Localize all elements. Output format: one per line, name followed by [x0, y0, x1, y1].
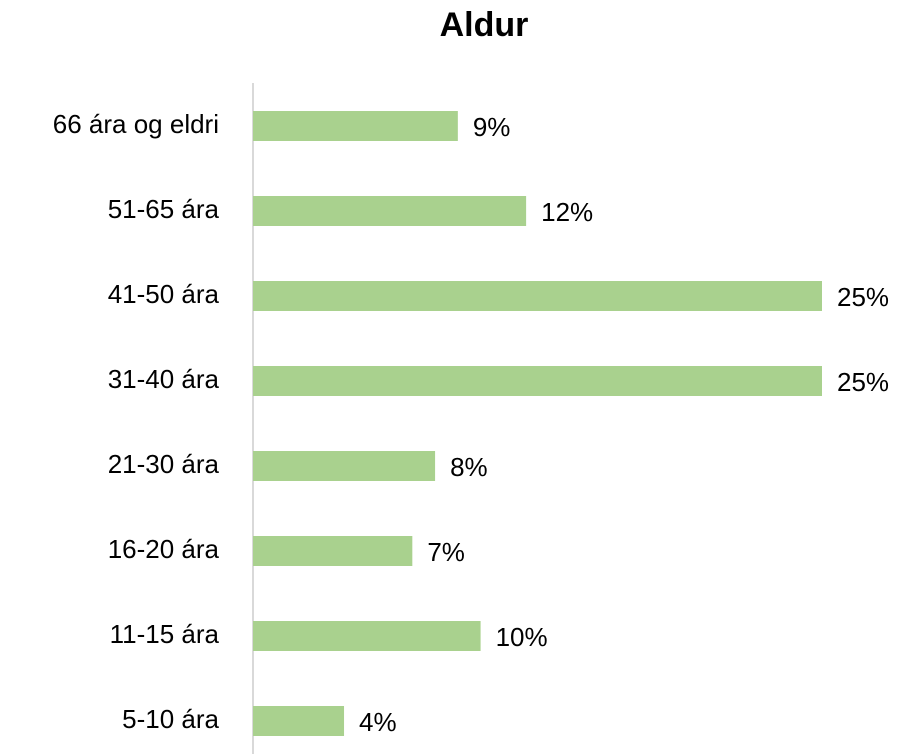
data-label: 12% [541, 197, 593, 227]
chart-title: Aldur [440, 6, 529, 44]
data-label: 25% [837, 282, 889, 312]
data-label: 25% [837, 367, 889, 397]
bar [253, 706, 345, 736]
category-label: 66 ára og eldri [53, 109, 219, 139]
category-label: 5-10 ára [122, 704, 219, 734]
bar [253, 451, 436, 481]
data-label: 4% [359, 707, 397, 737]
category-label: 11-15 ára [110, 619, 220, 649]
category-label: 31-40 ára [108, 364, 220, 394]
category-label: 16-20 ára [108, 534, 220, 564]
category-label: 41-50 ára [108, 279, 220, 309]
bar [253, 196, 527, 226]
bar [253, 281, 822, 311]
data-label: 8% [450, 452, 488, 482]
bar [253, 621, 481, 651]
bar [253, 111, 458, 141]
bar [253, 536, 413, 566]
category-label: 21-30 ára [108, 449, 220, 479]
data-label: 7% [427, 537, 465, 567]
data-label: 10% [496, 622, 548, 652]
data-label: 9% [473, 112, 511, 142]
bar [253, 366, 822, 396]
category-label: 51-65 ára [108, 194, 220, 224]
